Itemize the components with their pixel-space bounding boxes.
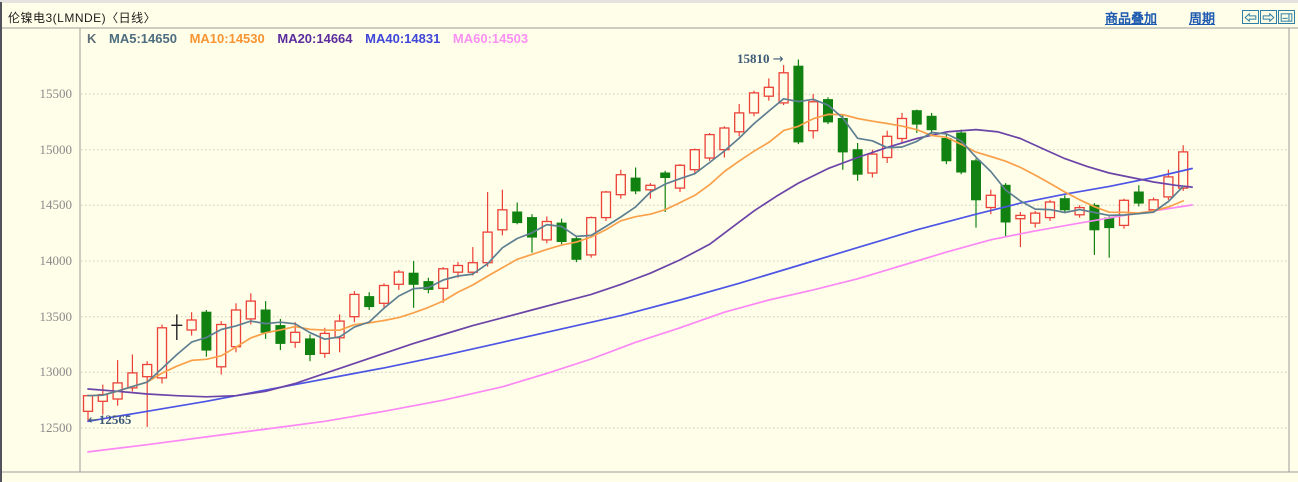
k-line-label: K bbox=[87, 31, 97, 46]
y-axis-label: 13000 bbox=[39, 364, 73, 379]
split-view-button[interactable] bbox=[1278, 10, 1295, 24]
ma40-legend: MA40:14831 bbox=[365, 31, 441, 46]
title-bar: 伦镍电3(LMNDE)〈日线〉 商品叠加 周期 bbox=[2, 3, 1298, 28]
toolbar: 商品叠加 周期 bbox=[1105, 6, 1295, 28]
split-view-icon bbox=[1280, 12, 1293, 22]
window-top-border bbox=[0, 0, 1298, 3]
y-axis-label: 15000 bbox=[39, 142, 73, 157]
y-axis-label: 14000 bbox=[39, 253, 73, 268]
period-link[interactable]: 周期 bbox=[1188, 10, 1215, 26]
scroll-right-button[interactable] bbox=[1260, 10, 1277, 24]
high-price-annotation: 15810 → bbox=[737, 51, 784, 67]
overlay-link[interactable]: 商品叠加 bbox=[1104, 10, 1157, 26]
nav-button-group bbox=[1241, 10, 1295, 24]
scroll-left-button[interactable] bbox=[1242, 10, 1259, 24]
low-price-annotation: ←12565 bbox=[88, 412, 132, 428]
left-arrow-icon bbox=[1244, 12, 1257, 22]
y-axis-label: 14500 bbox=[39, 197, 73, 212]
ma5-legend: MA5:14650 bbox=[109, 31, 177, 46]
y-axis-label: 12500 bbox=[39, 420, 73, 435]
ma-legend: K MA5:14650 MA10:14530 MA20:14664 MA40:1… bbox=[87, 31, 537, 46]
right-arrow-icon bbox=[1262, 12, 1275, 22]
y-axis-label: 15500 bbox=[39, 86, 73, 101]
ma20-legend: MA20:14664 bbox=[277, 31, 353, 46]
y-axis-label: 13500 bbox=[39, 309, 73, 324]
ma10-legend: MA10:14530 bbox=[189, 31, 265, 46]
chart-title: 伦镍电3(LMNDE)〈日线〉 bbox=[8, 11, 157, 25]
ma60-legend: MA60:14503 bbox=[452, 31, 529, 46]
window-left-border bbox=[0, 2, 2, 482]
